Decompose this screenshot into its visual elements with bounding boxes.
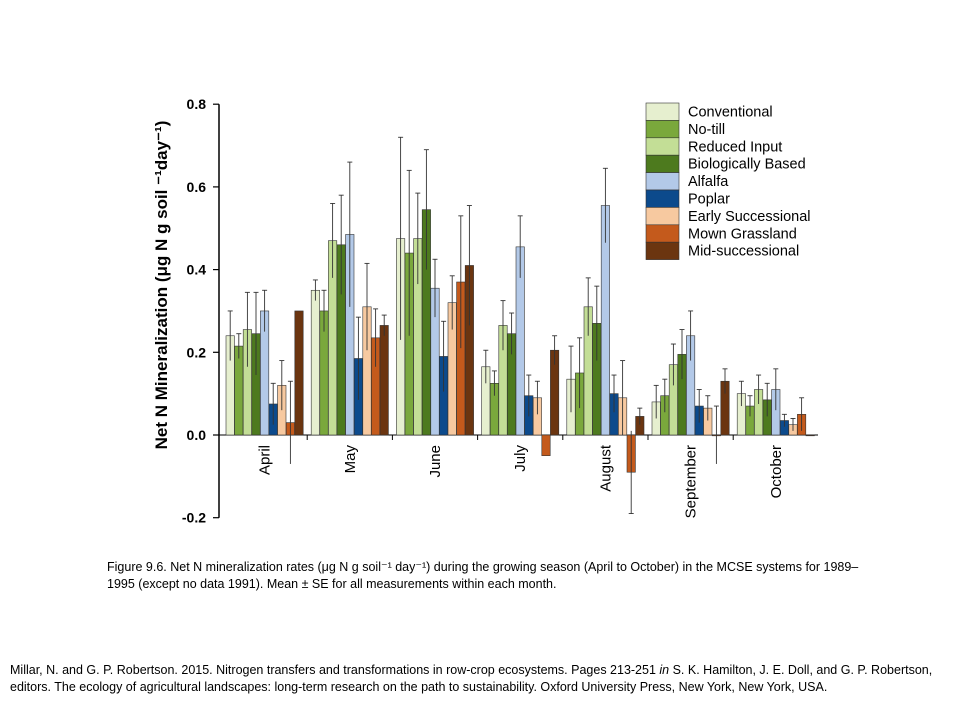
legend-label: Reduced Input bbox=[688, 139, 782, 155]
citation-text-1: Millar, N. and G. P. Robertson. 2015. Ni… bbox=[10, 663, 660, 677]
legend-swatch bbox=[645, 154, 680, 173]
bars bbox=[225, 136, 815, 515]
legend-label: Poplar bbox=[688, 192, 730, 208]
citation: Millar, N. and G. P. Robertson. 2015. Ni… bbox=[10, 662, 945, 696]
chart: -0.2 0.0 0.2 0.4 0.6 0.8 April May June July Augus… bbox=[152, 96, 818, 526]
legend-label: Early Successional bbox=[688, 209, 811, 225]
legend-swatch bbox=[645, 241, 680, 260]
bar bbox=[310, 289, 320, 436]
y-tick-label: 0.2 bbox=[187, 344, 207, 360]
citation-italic-in: in bbox=[659, 663, 670, 677]
legend-swatch bbox=[645, 189, 680, 208]
legend-swatch bbox=[645, 120, 680, 139]
y-tick-label: 0.4 bbox=[187, 262, 207, 278]
y-tick-label: 0.6 bbox=[187, 179, 207, 195]
bar bbox=[294, 310, 304, 436]
bar bbox=[805, 434, 815, 437]
legend-swatch bbox=[645, 207, 680, 226]
legend-swatch bbox=[645, 224, 680, 243]
x-category-label: May bbox=[342, 445, 359, 474]
legend-swatch bbox=[645, 102, 680, 121]
y-axis-label: Net N Mineralization (μg N g soil ⁻¹day⁻… bbox=[152, 121, 171, 450]
legend-label: Biologically Based bbox=[688, 157, 806, 173]
citation-text-2: S. K. Hamilton, J. E. Doll, and G. P. Ro… bbox=[10, 663, 933, 694]
bar bbox=[541, 434, 551, 456]
legend-label: Alfalfa bbox=[688, 174, 729, 190]
x-category-label: August bbox=[597, 444, 614, 492]
x-category-label: October bbox=[768, 445, 785, 498]
x-category-label: July bbox=[512, 445, 529, 472]
axes: -0.2 0.0 0.2 0.4 0.6 0.8 April May June July Augus… bbox=[182, 96, 818, 526]
bar bbox=[234, 345, 244, 436]
legend-label: No-till bbox=[688, 122, 725, 138]
y-tick-label: 0.0 bbox=[187, 427, 207, 443]
y-tick-label: 0.8 bbox=[187, 96, 207, 112]
figure-caption: Figure 9.6. Net N mineralization rates (… bbox=[107, 560, 859, 591]
x-category-label: June bbox=[427, 445, 444, 478]
legend-label: Mown Grassland bbox=[688, 226, 797, 242]
x-category-label: September bbox=[683, 445, 700, 518]
legend-swatch bbox=[645, 172, 680, 191]
legend-label: Conventional bbox=[688, 105, 773, 121]
bar bbox=[379, 325, 389, 436]
y-tick-label: -0.2 bbox=[182, 510, 206, 526]
legend-label: Mid-successional bbox=[688, 244, 799, 260]
x-category-label: April bbox=[257, 445, 274, 475]
legend-swatch bbox=[645, 137, 680, 156]
